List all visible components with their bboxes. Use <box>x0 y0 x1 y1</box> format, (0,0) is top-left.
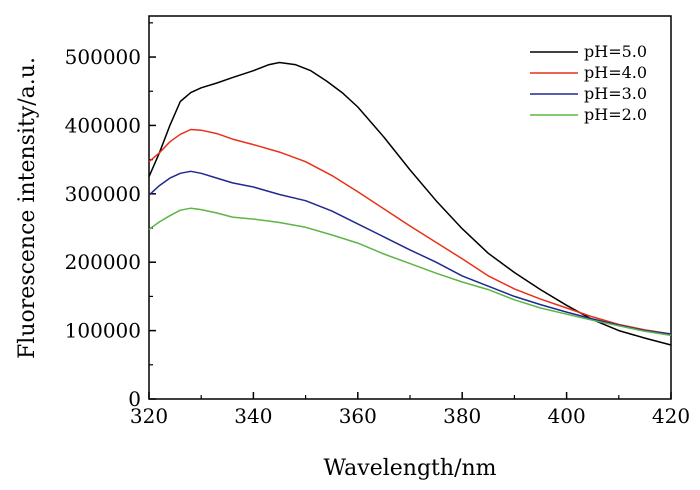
legend: pH=5.0 pH=4.0 pH=3.0 pH=2.0 <box>530 42 647 124</box>
legend-label: pH=4.0 <box>584 63 647 82</box>
y-tick-label: 500000 <box>65 45 141 69</box>
y-tick-label: 0 <box>128 387 141 411</box>
y-axis: 0 100000 200000 300000 400000 500000 <box>65 22 156 411</box>
legend-label: pH=2.0 <box>584 105 647 124</box>
legend-label: pH=5.0 <box>584 42 647 61</box>
x-tick-label: 400 <box>548 404 586 428</box>
x-tick-label: 420 <box>652 404 690 428</box>
x-axis: 320 340 360 380 400 420 <box>130 392 690 428</box>
y-tick-label: 200000 <box>65 250 141 274</box>
series-line <box>148 207 672 337</box>
y-tick-label: 400000 <box>65 113 141 137</box>
x-tick-label: 320 <box>130 404 168 428</box>
series-line <box>148 61 672 346</box>
x-tick-label: 380 <box>443 404 481 428</box>
y-tick-label: 100000 <box>65 319 141 343</box>
x-tick-label: 340 <box>234 404 272 428</box>
y-tick-label: 300000 <box>65 182 141 206</box>
y-axis-label: Fluorescence intensity/a.u. <box>15 57 40 359</box>
x-tick-label: 360 <box>339 404 377 428</box>
series-line <box>148 128 672 335</box>
series-lines <box>148 61 672 346</box>
series-line <box>148 170 672 335</box>
legend-label: pH=3.0 <box>584 84 647 103</box>
x-axis-label: Wavelength/nm <box>323 456 496 481</box>
